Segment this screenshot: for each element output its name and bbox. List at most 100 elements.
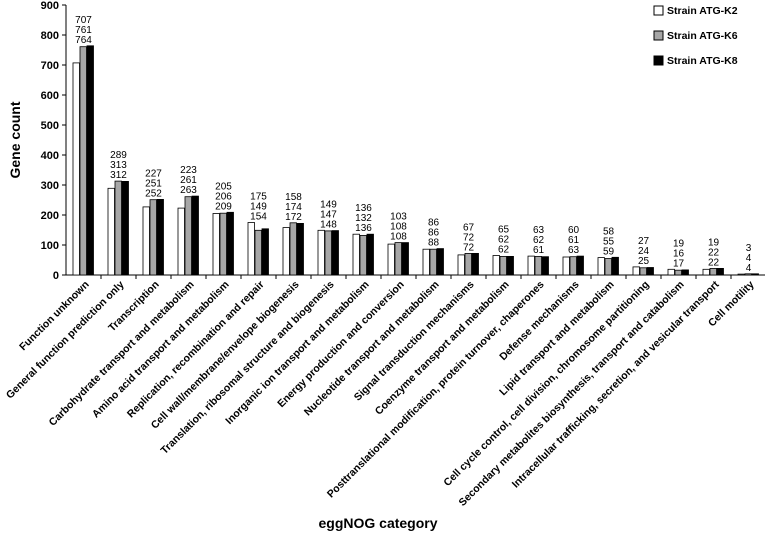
bar bbox=[569, 256, 577, 276]
legend-swatch bbox=[653, 5, 664, 16]
bar bbox=[394, 242, 402, 276]
data-label: 22 bbox=[708, 247, 720, 258]
data-label: 175 bbox=[250, 192, 267, 203]
legend-label: Strain ATG-K6 bbox=[667, 30, 738, 42]
data-label: 149 bbox=[320, 199, 337, 210]
bar bbox=[107, 187, 115, 276]
data-label: 149 bbox=[250, 202, 267, 213]
y-tick-label: 600 bbox=[41, 90, 59, 102]
data-label: 252 bbox=[145, 188, 162, 199]
bar bbox=[667, 268, 675, 276]
legend-swatch bbox=[653, 30, 664, 41]
data-label: 132 bbox=[355, 213, 372, 224]
data-label: 136 bbox=[355, 203, 372, 214]
data-label: 154 bbox=[250, 212, 267, 223]
data-label: 227 bbox=[145, 168, 162, 179]
data-label: 65 bbox=[498, 225, 510, 236]
y-tick-label: 900 bbox=[41, 0, 59, 12]
bar bbox=[744, 273, 752, 276]
data-label: 27 bbox=[638, 236, 650, 247]
data-label: 289 bbox=[110, 150, 127, 161]
y-tick-label: 0 bbox=[53, 270, 59, 282]
data-label: 17 bbox=[673, 258, 685, 269]
data-label: 63 bbox=[533, 225, 545, 236]
data-label: 158 bbox=[285, 192, 302, 203]
bar bbox=[261, 228, 269, 276]
data-label: 86 bbox=[428, 228, 440, 239]
bar bbox=[527, 255, 535, 276]
data-label: 58 bbox=[603, 226, 615, 237]
bar bbox=[464, 252, 472, 276]
data-label: 172 bbox=[285, 212, 302, 223]
x-axis-title: eggNOG category bbox=[318, 515, 437, 531]
data-label: 88 bbox=[428, 238, 440, 249]
bar bbox=[149, 199, 157, 276]
bar bbox=[184, 196, 192, 276]
data-label: 19 bbox=[673, 238, 685, 249]
data-label: 147 bbox=[320, 209, 337, 220]
data-label: 59 bbox=[603, 246, 615, 257]
legend-label: Strain ATG-K2 bbox=[667, 5, 738, 17]
bar bbox=[471, 252, 479, 276]
bar bbox=[79, 46, 87, 276]
bar bbox=[177, 207, 185, 276]
data-label: 209 bbox=[215, 201, 232, 212]
y-tick-label: 200 bbox=[41, 210, 59, 222]
y-tick-label: 500 bbox=[41, 120, 59, 132]
bar bbox=[296, 222, 304, 276]
data-label: 62 bbox=[533, 235, 545, 246]
data-label: 206 bbox=[215, 191, 232, 202]
bar bbox=[366, 233, 374, 276]
bar bbox=[709, 267, 717, 276]
data-label: 86 bbox=[428, 218, 440, 229]
data-label: 55 bbox=[603, 236, 615, 247]
bar bbox=[289, 222, 297, 276]
data-label: 60 bbox=[568, 225, 580, 236]
data-label: 707 bbox=[75, 15, 92, 26]
bar bbox=[597, 257, 605, 276]
data-label: 67 bbox=[463, 222, 475, 233]
bar bbox=[492, 255, 500, 276]
y-tick-label: 800 bbox=[41, 30, 59, 42]
bar bbox=[142, 206, 150, 276]
bar bbox=[401, 242, 409, 276]
data-label: 108 bbox=[390, 222, 407, 233]
y-tick-label: 400 bbox=[41, 150, 59, 162]
bar bbox=[254, 229, 262, 276]
legend-label: Strain ATG-K8 bbox=[667, 55, 738, 67]
bar bbox=[639, 267, 647, 276]
bar bbox=[429, 248, 437, 276]
y-tick-label: 100 bbox=[41, 240, 59, 252]
x-tick-label: Secondary metabolites biosynthesis, tran… bbox=[457, 279, 687, 509]
data-label: 764 bbox=[75, 35, 92, 46]
bar bbox=[576, 255, 584, 276]
bar bbox=[457, 254, 465, 276]
data-label: 148 bbox=[320, 219, 337, 230]
data-label: 205 bbox=[215, 181, 232, 192]
y-axis-title: Gene count bbox=[7, 101, 23, 178]
bar bbox=[674, 269, 682, 276]
x-tick-label: Energy production and conversion bbox=[275, 279, 406, 410]
data-label: 4 bbox=[746, 263, 752, 274]
bar bbox=[499, 255, 507, 276]
data-label: 61 bbox=[568, 235, 580, 246]
data-label: 313 bbox=[110, 160, 127, 171]
data-label: 251 bbox=[145, 178, 162, 189]
bar bbox=[716, 267, 724, 276]
bar bbox=[114, 180, 122, 276]
bar bbox=[86, 45, 94, 276]
bar bbox=[352, 233, 360, 276]
bar bbox=[226, 211, 234, 276]
data-label: 108 bbox=[390, 232, 407, 243]
y-tick-label: 700 bbox=[41, 60, 59, 72]
bar bbox=[191, 195, 199, 276]
bar bbox=[387, 243, 395, 276]
bar bbox=[121, 180, 129, 276]
data-label: 261 bbox=[180, 175, 197, 186]
data-label: 4 bbox=[746, 253, 752, 264]
legend-swatch bbox=[653, 55, 664, 66]
bar bbox=[702, 268, 710, 276]
bar bbox=[212, 213, 220, 276]
data-label: 761 bbox=[75, 25, 92, 36]
